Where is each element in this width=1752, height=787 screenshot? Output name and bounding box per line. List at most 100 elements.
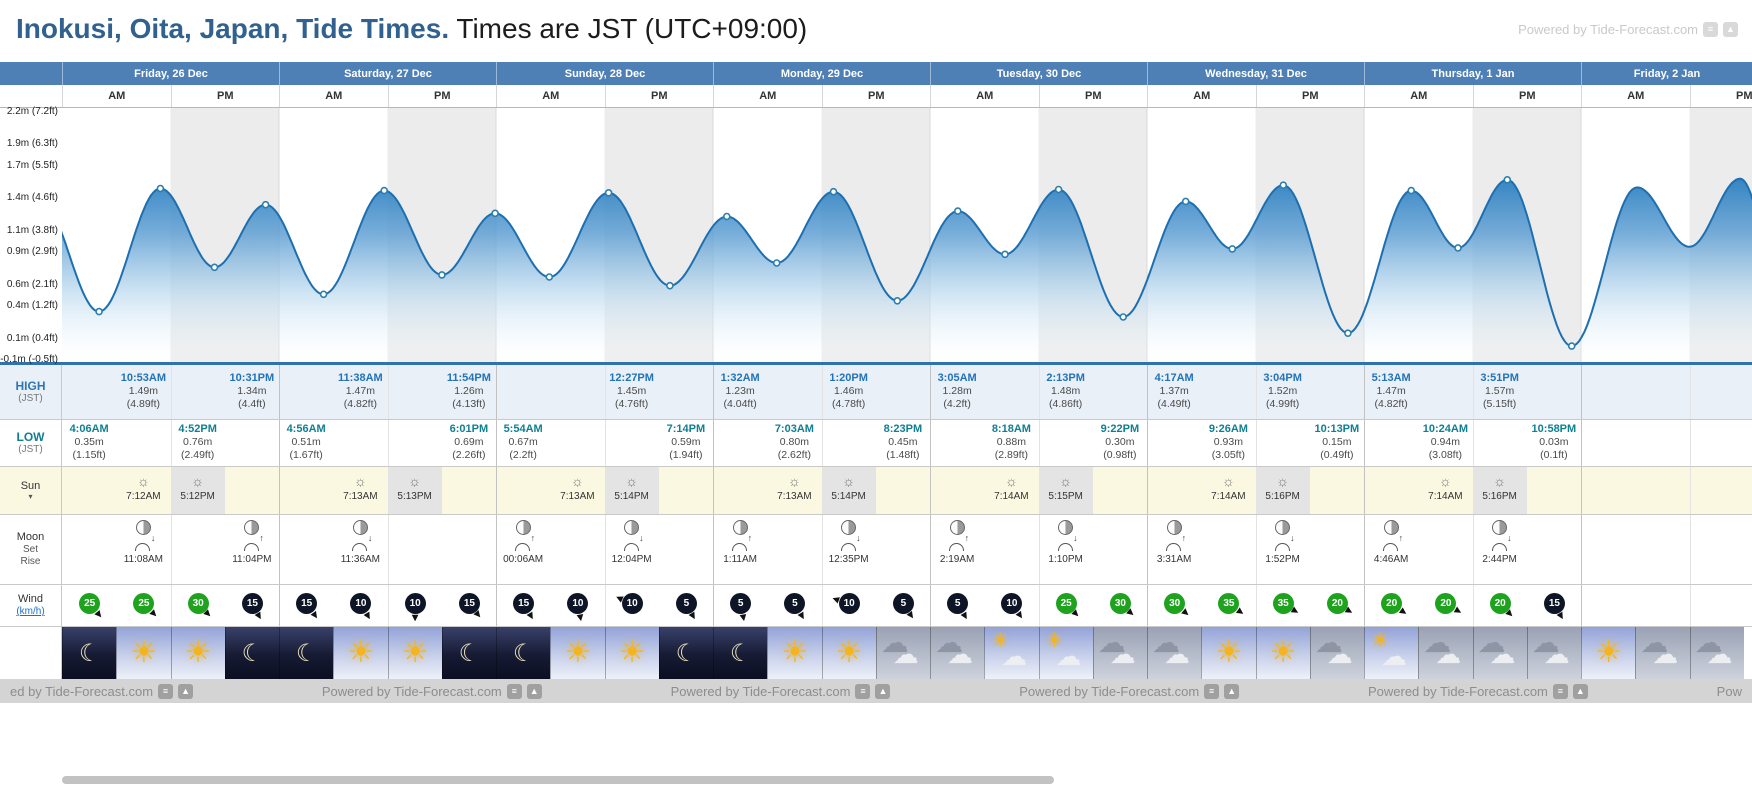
after-sunset-shade	[1255, 467, 1310, 514]
weather-tile-cloud: ☁ ☁	[1309, 627, 1364, 679]
wind-speed-value: 10	[1006, 598, 1018, 609]
tide-time: 10:58PM	[1531, 423, 1577, 435]
horizon-arc	[243, 543, 259, 551]
menu-icon: ≡	[1703, 22, 1718, 37]
moon-phase-icon	[1492, 520, 1508, 535]
moon-time: 12:04PM	[611, 554, 652, 565]
moon-phase-icon	[352, 520, 368, 535]
wind-speed-badge: 15 ▶	[1543, 593, 1567, 620]
halfday-separator	[1038, 365, 1040, 419]
tide-time: 10:53AM	[120, 372, 166, 384]
sunset-time: 5:14PM	[831, 491, 866, 502]
wind-direction-arrow: ▶	[738, 613, 749, 622]
arrow-up-icon: ↑	[1181, 533, 1187, 543]
tide-time: 5:54AM	[503, 423, 543, 435]
tide-height-ft: (4.2ft)	[943, 398, 971, 410]
wind-speed-value: 10	[572, 598, 584, 609]
halfday-separator	[1255, 515, 1257, 584]
moon-time: 00:06AM	[503, 554, 544, 565]
horizon-arc	[840, 543, 856, 551]
wind-speed-badge: 5 ▶	[730, 593, 752, 621]
cloud-icon: ☁	[1531, 627, 1560, 658]
ampm-label: AM	[713, 85, 822, 107]
low-tide-marker	[772, 259, 781, 267]
sunrise-entry: ☼ 7:12AM	[108, 473, 178, 502]
high-row-header: HIGH (JST)	[0, 365, 62, 419]
weather-tile-sun: ☀	[170, 627, 225, 679]
low-tide-entry: 7:03AM 0.80m (2.62ft)	[749, 423, 839, 462]
sunrise-time: 7:13AM	[560, 491, 595, 502]
low-tide-marker	[1228, 245, 1237, 253]
low-tide-entry: 5:54AM 0.67m (2.2ft)	[478, 423, 568, 462]
tide-height-m: 1.46m	[834, 385, 864, 397]
sun-icon: ☀	[130, 636, 158, 669]
high-tide-entry: 5:13AM 1.47m (4.82ft)	[1346, 372, 1436, 411]
arrow-up-icon: ↑	[530, 533, 536, 543]
sun-icon: ☀	[1269, 636, 1297, 669]
day-separator	[1364, 420, 1365, 466]
tide-height-ft: (1.48ft)	[886, 449, 920, 461]
horizon-arc	[1057, 543, 1073, 551]
tide-time: 3:51PM	[1480, 372, 1519, 384]
halfday-separator	[170, 515, 172, 584]
after-sunset-shade	[821, 467, 876, 514]
ampm-label: AM	[279, 85, 388, 107]
high-tide-marker	[953, 207, 962, 215]
day-separator	[1147, 420, 1148, 466]
sunrise-time: 7:13AM	[777, 491, 812, 502]
wind-speed-badge: 35 ▶	[1218, 593, 1246, 617]
moon-icon: ☾	[458, 639, 481, 667]
tide-height-ft: (4.04ft)	[723, 398, 757, 410]
tide-height-m: 1.48m	[1051, 385, 1081, 397]
sunset-entry: ☼ 5:14PM	[597, 473, 667, 502]
day-separator	[1364, 365, 1365, 419]
moon-label: Moon	[16, 531, 45, 543]
moon-icon: ☾	[512, 639, 535, 667]
day-header: Wednesday, 31 Dec	[1147, 62, 1364, 85]
moon-phase-icon	[949, 520, 965, 535]
sunrise-entry: ☼ 7:14AM	[976, 473, 1046, 502]
wind-speed-value: 5	[900, 598, 907, 609]
wind-speed-value: 10	[409, 598, 421, 609]
halfday-separator	[821, 420, 823, 466]
sunrise-entry: ☼ 7:14AM	[1410, 473, 1480, 502]
weather-tile-sun: ☀	[604, 627, 659, 679]
day-header: Monday, 29 Dec	[713, 62, 930, 85]
horizon-arc	[1383, 543, 1399, 551]
day-separator	[496, 585, 497, 626]
day-separator	[1581, 365, 1582, 419]
tide-time: 1:32AM	[720, 372, 760, 384]
day-separator	[279, 420, 280, 466]
y-axis-tick-label: 0.6m (2.1ft)	[6, 278, 58, 290]
sunset-time: 5:12PM	[180, 491, 215, 502]
sun-row: Sun ▾ ☼ 7:12AM ☼ 5:12PM ☼ 7:13AM ☼ 5:13PM ☼ 7:13A…	[0, 467, 1752, 515]
moon-phase-icon	[1058, 520, 1074, 535]
tide-time: 6:01PM	[449, 423, 489, 435]
tide-height-ft: (4.82ft)	[343, 398, 377, 410]
horizon-arc	[1166, 543, 1182, 551]
low-tide-entry: 8:23PM 0.45m (1.48ft)	[858, 423, 948, 462]
tide-height-m: 0.30m	[1105, 436, 1135, 448]
halfday-separator	[1689, 515, 1691, 584]
sunset-time: 5:15PM	[1048, 491, 1083, 502]
wind-speed-badge: 10 ▶	[404, 593, 426, 621]
menu-icon: ≡	[1552, 683, 1568, 699]
day-header: Saturday, 27 Dec	[279, 62, 496, 85]
horizontal-scrollbar-thumb[interactable]	[62, 776, 1054, 784]
halfday-separator	[1689, 420, 1691, 466]
wind-speed-value: 30	[1169, 598, 1181, 609]
y-axis-tick-label: 0.4m (1.2ft)	[6, 300, 58, 312]
wind-speed-badge: 30 ▶	[1109, 593, 1137, 618]
low-tide-entry: 4:06AM 0.35m (1.15ft)	[44, 423, 134, 462]
tide-height-m: 0.45m	[888, 436, 918, 448]
ampm-label: AM	[1581, 85, 1690, 107]
tide-time: 8:23PM	[883, 423, 923, 435]
watermark: Powered by Tide-Forecast.com ≡ ▲	[1019, 683, 1240, 699]
wind-unit-link[interactable]: (km/h)	[16, 606, 45, 617]
sun-expander-icon[interactable]: ▾	[28, 492, 33, 501]
moon-set-icon: ↓	[839, 534, 861, 551]
moon-icon: ☾	[241, 639, 264, 667]
low-tide-entry: 10:24AM 0.94m (3.08ft)	[1400, 423, 1490, 462]
wind-speed-badge: 10 ▶	[567, 593, 589, 621]
horizon-arc	[1274, 543, 1290, 551]
